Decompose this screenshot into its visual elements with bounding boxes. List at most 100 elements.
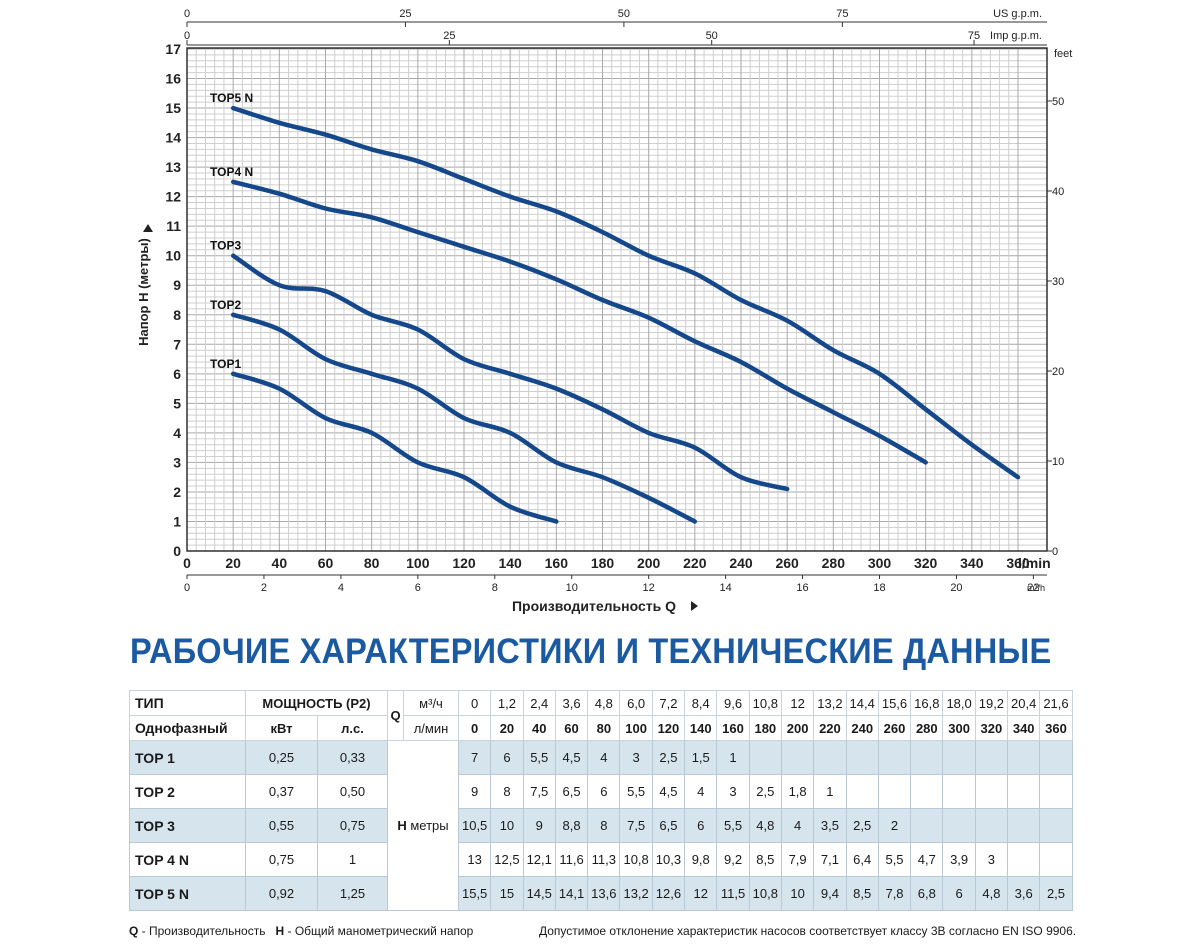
head-value-cell: 12,6 [651,876,686,911]
flow-lmin-cell: 200 [780,715,815,741]
section-title: РАБОЧИЕ ХАРАКТЕРИСТИКИ И ТЕХНИЧЕСКИЕ ДАН… [130,632,1052,671]
footer-tolerance-note: Допустимое отклонение характеристик насо… [539,924,1077,938]
head-value-cell: 4 [780,808,815,843]
head-value-cell: 15 [490,876,524,911]
y-tick-label: 14 [165,130,181,146]
y-tick-label: 5 [173,395,181,411]
x-tick-label: 60 [318,555,334,571]
flow-m3h-cell: 7,2 [651,690,686,716]
head-value-cell [845,740,879,775]
table-row: TOP 5 N 0,92 1,25 15,5 15 14,5 14,1 13,6 13,2 12,… [129,876,1073,911]
head-value-cell: 7,9 [780,842,815,877]
head-value-cell [942,740,976,775]
flow-lmin-cell: 260 [877,715,912,741]
head-value-cell [780,740,815,775]
head-value-cell [1039,842,1073,877]
x-tick-label: 140 [498,555,522,571]
y-tick-label: 15 [165,100,181,116]
head-value-cell: 3 [619,740,653,775]
flow-m3h-cell: 10,8 [748,690,782,716]
head-value-cell: 9,2 [716,842,750,877]
flow-m3h-cell: 1,2 [490,690,524,716]
head-value-cell [845,774,879,809]
head-value-cell: 2,5 [845,808,879,843]
head-value-cell [813,740,847,775]
us-gpm-tick-label: 25 [399,8,411,20]
head-value-cell: 10,8 [748,876,782,911]
x-tick-label: 280 [822,555,846,571]
flow-m3h-cell: 18,0 [942,690,976,716]
us-gpm-unit: US g.p.m. [993,8,1042,20]
header-lmin: л/мин [403,715,459,741]
m3h-tick-label: 22 [1027,582,1039,594]
head-value-cell: 5,5 [716,808,750,843]
row-hp: 1,25 [317,876,388,911]
x-tick-label: 240 [729,555,753,571]
series-label: TOP5 N [210,91,253,105]
m3h-tick-label: 4 [338,582,344,594]
m3h-unit: m³/h [1027,583,1045,593]
head-value-cell: 8,5 [748,842,782,877]
head-value-cell: 2 [877,808,912,843]
row-kw: 0,37 [245,774,318,809]
head-value-cell: 3,9 [942,842,976,877]
head-value-cell: 6 [684,808,718,843]
head-value-cell: 6,5 [554,774,589,809]
feet-tick-label: 0 [1052,546,1058,558]
row-hp: 0,50 [317,774,388,809]
y-tick-label: 0 [173,543,181,559]
flow-lmin-cell: 340 [1007,715,1041,741]
series-line-top4-n [230,179,928,465]
feet-tick-label: 40 [1052,186,1064,198]
imp-gpm-unit: Imp g.p.m. [990,30,1042,42]
y-tick-label: 2 [173,484,181,500]
x-tick-label: 100 [406,555,430,571]
x-tick-label: 120 [452,555,476,571]
y-tick-label: 7 [173,336,181,352]
head-value-cell: 11,6 [554,842,589,877]
plot-frame [186,47,1048,552]
head-value-cell [910,774,944,809]
head-value-cell: 11,3 [587,842,621,877]
head-value-cell: 1 [716,740,750,775]
head-value-cell: 9 [457,774,492,809]
flow-lmin-cell: 100 [619,715,653,741]
flow-lmin-cell: 280 [910,715,944,741]
flow-m3h-cell: 20,4 [1007,690,1041,716]
imp-gpm-tick-label: 0 [184,30,190,42]
head-value-cell: 2,5 [1039,876,1073,911]
y-tick-label: 1 [173,513,181,529]
flow-lmin-cell: 0 [457,715,492,741]
series-label: TOP1 [210,357,241,371]
flow-m3h-cell: 6,0 [619,690,653,716]
head-value-cell: 13,2 [619,876,653,911]
series-label: TOP3 [210,239,241,253]
row-hp: 0,33 [317,740,388,775]
head-value-cell: 4,5 [651,774,686,809]
head-value-cell [910,740,944,775]
head-value-cell: 1,5 [684,740,718,775]
head-value-cell: 6 [942,876,976,911]
head-value-cell [974,808,1009,843]
head-value-cell [910,808,944,843]
header-phase: Однофазный [129,715,246,741]
footer-q-key: Q [129,924,139,938]
row-hp: 1 [317,842,388,877]
head-value-cell: 3,5 [813,808,847,843]
y-tick-label: 4 [173,425,181,441]
footer-legend: Q - Производительность H - Общий маномет… [129,924,473,938]
row-kw: 0,25 [245,740,318,775]
imp-gpm-tick-label: 50 [706,30,718,42]
head-value-cell: 7,8 [877,876,912,911]
m3h-tick-label: 8 [492,582,498,594]
head-value-cell [1007,774,1041,809]
head-value-cell: 4 [587,740,621,775]
head-value-cell: 11,5 [716,876,750,911]
flow-lmin-cell: 180 [748,715,782,741]
head-value-cell: 14,1 [554,876,589,911]
head-value-cell: 7 [457,740,492,775]
x-tick-label: 260 [775,555,799,571]
y-tick-label: 17 [165,41,181,57]
y-tick-label: 6 [173,366,181,382]
